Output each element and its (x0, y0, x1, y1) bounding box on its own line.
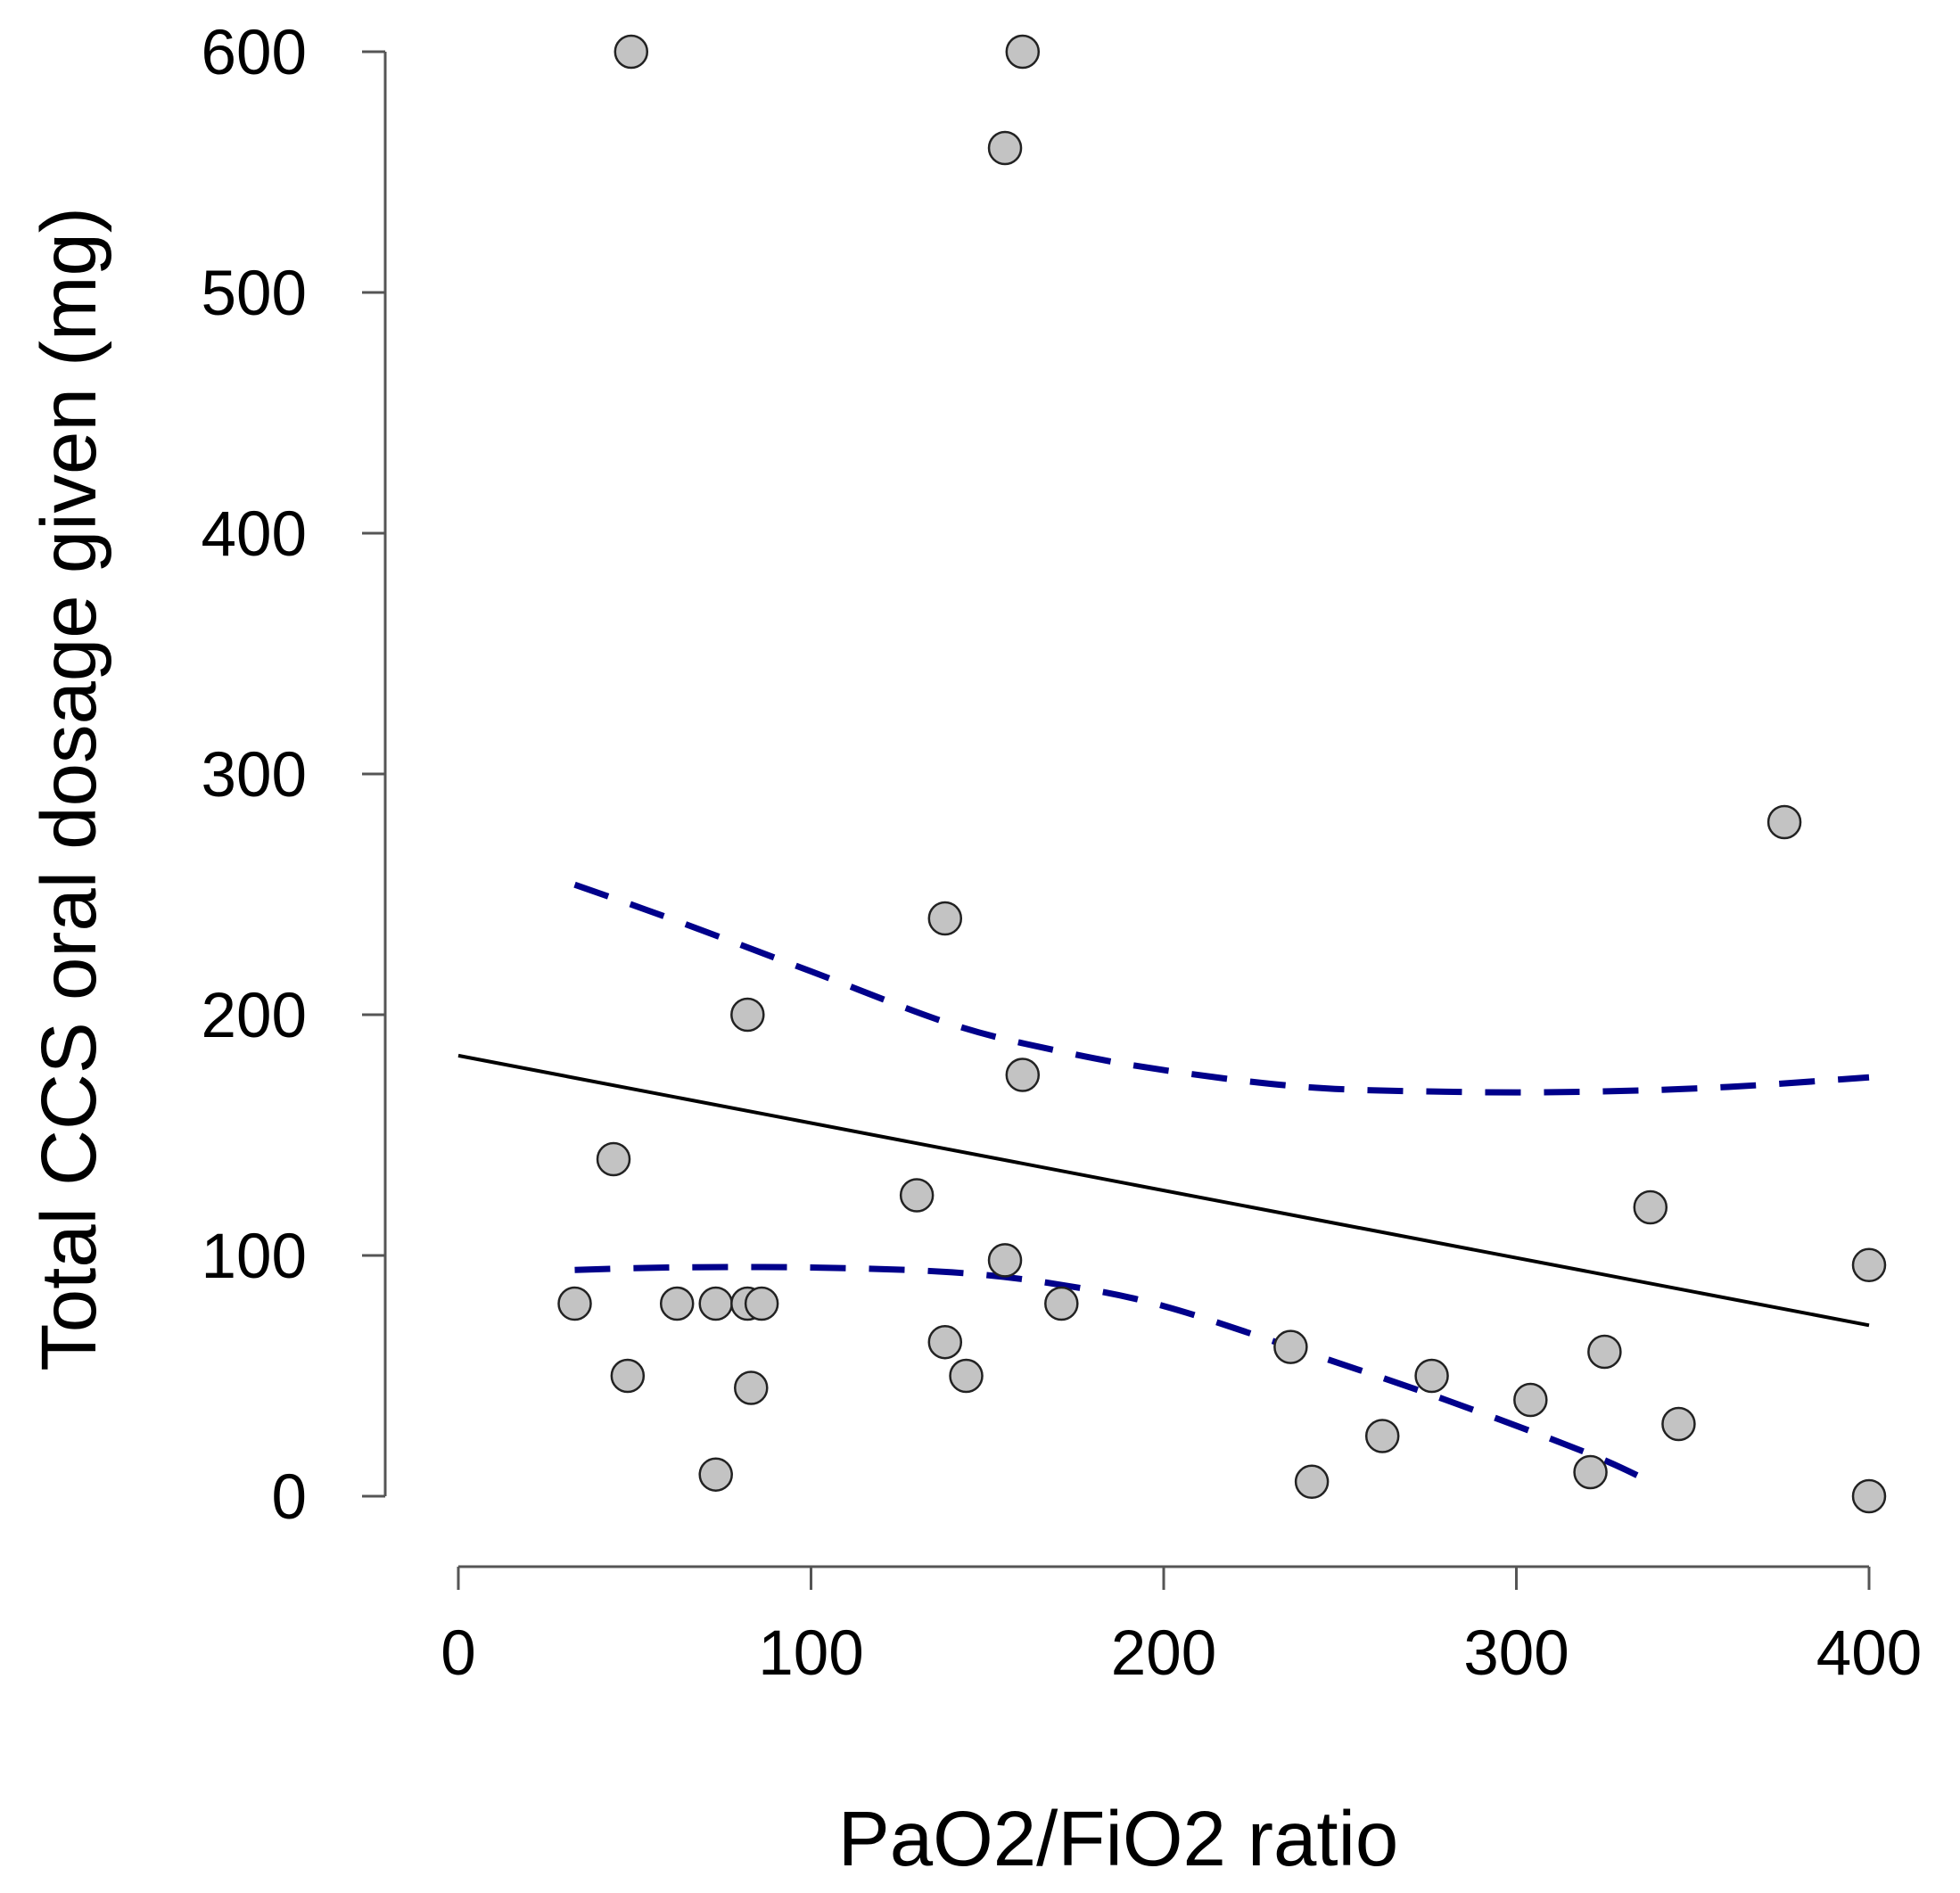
y-tick-label: 200 (202, 981, 307, 1051)
data-points (557, 34, 1887, 1514)
x-ticks: 0 100 200 300 400 (441, 1567, 1922, 1689)
regression-line (457, 1053, 1870, 1328)
data-point (1294, 1464, 1330, 1500)
data-point (614, 34, 649, 70)
data-point (1414, 1358, 1449, 1394)
x-tick-label: 300 (1463, 1618, 1569, 1689)
data-point (1573, 1454, 1608, 1490)
data-point (698, 1286, 733, 1321)
y-tick-label: 0 (272, 1462, 308, 1533)
data-point (1005, 34, 1041, 70)
x-tick-label: 400 (1816, 1618, 1922, 1689)
y-ticks: 0 100 200 300 400 500 600 (202, 18, 385, 1533)
x-tick-label: 100 (758, 1618, 863, 1689)
data-point (1364, 1419, 1400, 1453)
data-point (1633, 1189, 1668, 1225)
data-point (730, 997, 765, 1033)
ci-upper-line (573, 881, 1870, 1096)
data-point (899, 1178, 935, 1213)
data-point (1851, 1478, 1887, 1514)
data-point (1661, 1406, 1696, 1442)
data-point (1273, 1329, 1308, 1364)
data-point (1005, 1058, 1041, 1092)
data-point (1587, 1334, 1622, 1370)
x-tick-label: 200 (1111, 1618, 1216, 1689)
data-point (659, 1286, 695, 1321)
data-point (987, 1243, 1023, 1278)
data-point (927, 1324, 963, 1360)
data-point (1851, 1247, 1887, 1283)
y-tick-label: 600 (202, 18, 307, 88)
data-point (949, 1358, 984, 1394)
data-point (596, 1141, 631, 1177)
y-tick-label: 100 (202, 1222, 307, 1292)
data-point (744, 1286, 779, 1321)
y-axis-title: Total CCS oral dosage given (mg) (26, 207, 112, 1371)
data-point (734, 1370, 769, 1405)
y-tick-label: 400 (202, 499, 307, 570)
data-point (557, 1286, 592, 1321)
confidence-band (573, 881, 1870, 1485)
x-axis-title: PaO2/FiO2 ratio (838, 1796, 1399, 1882)
data-point (987, 130, 1023, 166)
data-point (1513, 1382, 1548, 1418)
data-point (1766, 804, 1802, 840)
x-tick-label: 0 (441, 1618, 476, 1689)
data-point (927, 901, 963, 936)
data-point (1044, 1286, 1079, 1321)
ci-lower-line (574, 1263, 1652, 1485)
y-tick-label: 300 (202, 740, 307, 811)
data-point (610, 1358, 646, 1394)
data-point (698, 1457, 733, 1492)
y-tick-label: 500 (202, 259, 307, 329)
